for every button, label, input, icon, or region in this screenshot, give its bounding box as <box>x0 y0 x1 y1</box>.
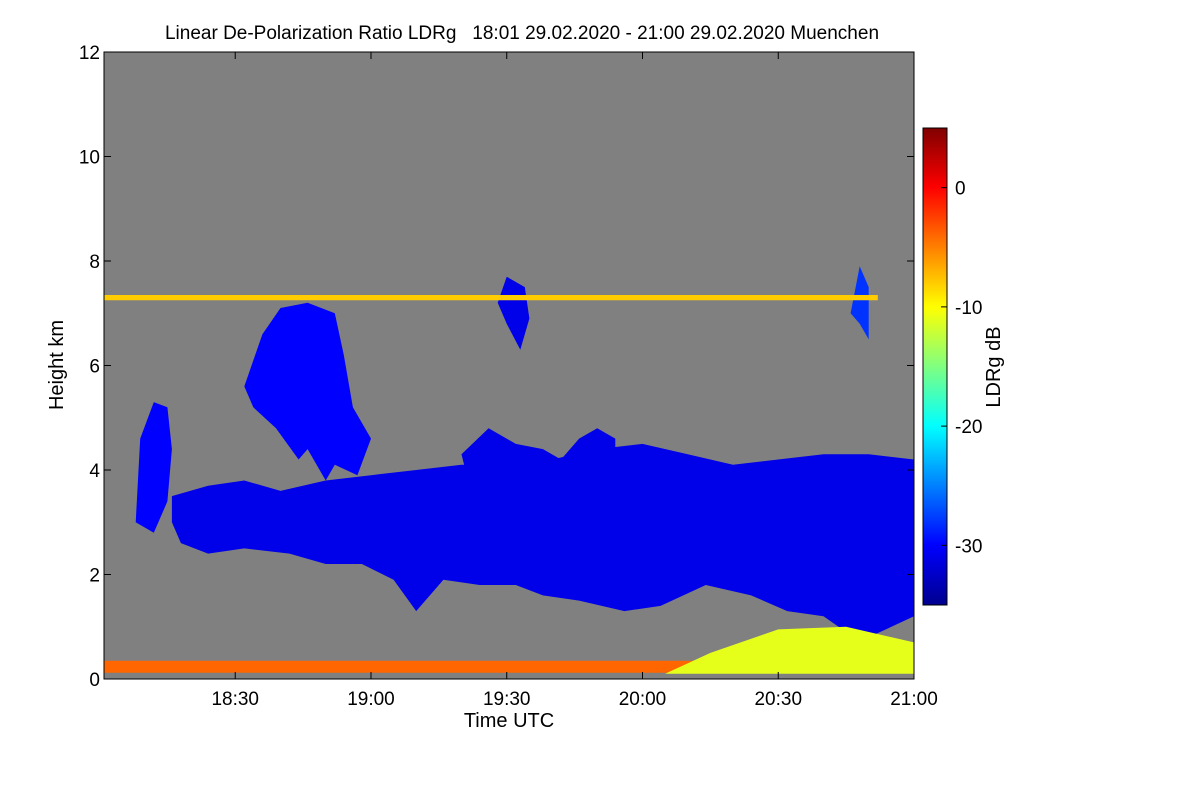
y-tick-label: 0 <box>89 670 100 691</box>
colorbar <box>922 127 948 606</box>
isolated-cloud-18-15 <box>135 402 172 533</box>
x-axis-label: Time UTC <box>464 710 554 732</box>
upper-cloud-tower <box>244 302 371 481</box>
colorbar-tick-label: -30 <box>955 536 982 557</box>
chart-title: Linear De-Polarization Ratio LDRg 18:01 … <box>165 23 879 44</box>
colorbar-tick-label: 0 <box>955 179 966 200</box>
y-tick-label: 8 <box>89 252 100 273</box>
x-axis: 18:30 19:00 19:30 20:00 20:30 21:00 <box>211 52 938 710</box>
x-tick-label: 20:00 <box>619 689 667 710</box>
y-tick-label: 4 <box>89 461 100 482</box>
y-axis: 0 2 4 6 8 10 12 <box>79 43 914 691</box>
mid-cloud-segment <box>461 428 616 507</box>
y-tick-label: 6 <box>89 357 100 378</box>
y-axis-label: Height km <box>46 320 68 410</box>
surface-clutter-east <box>665 626 914 674</box>
virga-streak-20-50 <box>850 266 869 340</box>
artifact-line-7-3km <box>104 295 878 301</box>
x-tick-label: 18:30 <box>211 689 259 710</box>
x-tick-label: 19:00 <box>347 689 395 710</box>
colorbar-tick-label: -10 <box>955 298 982 319</box>
colorbar-label: LDRg dB <box>983 326 1005 407</box>
x-tick-label: 19:30 <box>483 689 531 710</box>
virga-streak-19-35 <box>497 276 530 350</box>
y-tick-label: 10 <box>79 148 100 169</box>
colorbar-ticks: 0 -10 -20 -30 <box>941 179 982 557</box>
y-tick-label: 12 <box>79 43 100 64</box>
plot-features <box>104 266 914 674</box>
x-tick-label: 21:00 <box>890 689 938 710</box>
main-cloud-layer <box>171 443 914 638</box>
x-tick-label: 20:30 <box>754 689 802 710</box>
colorbar-tick-label: -20 <box>955 417 982 438</box>
y-tick-label: 2 <box>89 566 100 587</box>
